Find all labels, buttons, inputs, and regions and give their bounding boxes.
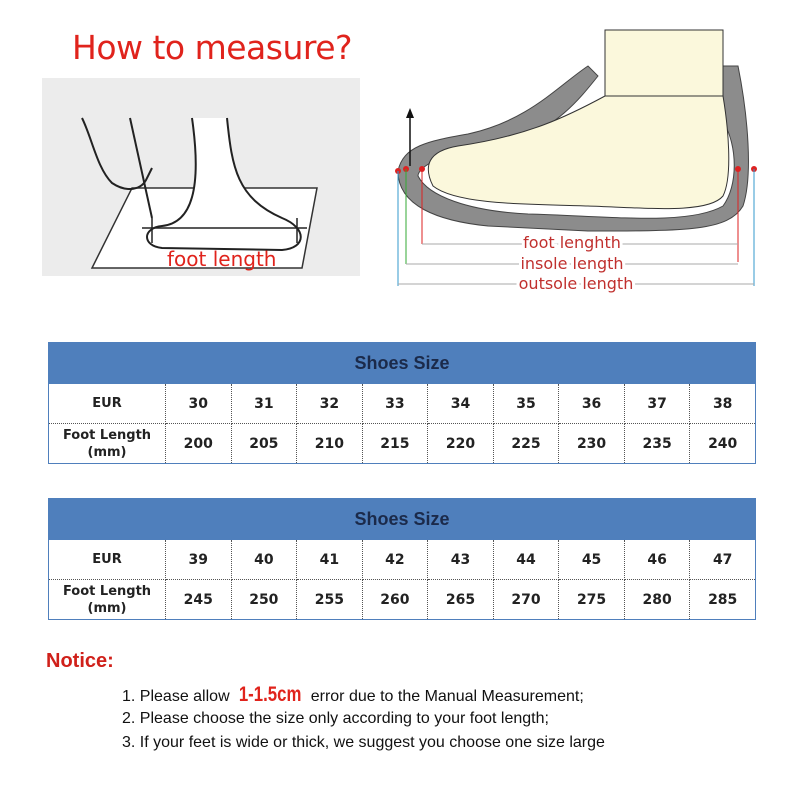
eur-size-cell: 38 xyxy=(689,383,756,424)
eur-row: EUR 30 31 32 33 34 35 36 37 38 xyxy=(48,383,756,424)
eur-size-cell: 41 xyxy=(296,539,363,580)
eur-size-cell: 43 xyxy=(427,539,494,580)
foot-length-cell: 205 xyxy=(230,423,298,464)
foot-length-cell: 260 xyxy=(361,579,429,620)
foot-length-row: Foot Length (mm) 245 250 255 260 265 270 275 280… xyxy=(48,579,756,620)
row-label: EUR xyxy=(48,539,166,580)
foot-measure-illustration: foot length xyxy=(42,78,360,276)
page-title: How to measure? xyxy=(72,28,353,67)
eur-row: EUR 39 40 41 42 43 44 45 46 47 xyxy=(48,539,756,580)
foot-length-label: foot length xyxy=(167,247,276,271)
eur-size-cell: 42 xyxy=(361,539,429,580)
foot-length-cell: 235 xyxy=(623,423,691,464)
table-header: Shoes Size xyxy=(48,342,756,384)
notice-line-3: 3. If your feet is wide or thick, we sug… xyxy=(122,734,605,751)
insole-length-label: insole length xyxy=(520,254,623,273)
size-table-1: Shoes Size EUR 30 31 32 33 34 35 36 37 38 Foot Le… xyxy=(48,342,756,464)
row-label: Foot Length (mm) xyxy=(48,579,166,620)
error-range-highlight: 1-1.5cm xyxy=(238,683,302,706)
eur-size-cell: 30 xyxy=(165,383,232,424)
eur-size-cell: 35 xyxy=(492,383,560,424)
eur-size-cell: 39 xyxy=(165,539,232,580)
foot-length-cell: 250 xyxy=(230,579,298,620)
foot-length-cell: 270 xyxy=(492,579,560,620)
eur-size-cell: 45 xyxy=(558,539,625,580)
foot-length-cell: 255 xyxy=(296,579,363,620)
foot-length-cell: 265 xyxy=(427,579,494,620)
foot-length-cell: 240 xyxy=(689,423,756,464)
foot-length-cell: 275 xyxy=(558,579,625,620)
eur-size-cell: 44 xyxy=(492,539,560,580)
foot-lenghth-label: foot lenghth xyxy=(523,233,621,252)
foot-length-cell: 280 xyxy=(623,579,691,620)
eur-size-cell: 31 xyxy=(230,383,298,424)
foot-length-cell: 210 xyxy=(296,423,363,464)
eur-size-cell: 36 xyxy=(558,383,625,424)
eur-size-cell: 40 xyxy=(230,539,298,580)
foot-length-cell: 245 xyxy=(165,579,232,620)
foot-length-cell: 225 xyxy=(492,423,560,464)
row-label: Foot Length (mm) xyxy=(48,423,166,464)
row-label: EUR xyxy=(48,383,166,424)
table-header: Shoes Size xyxy=(48,498,756,540)
eur-size-cell: 34 xyxy=(427,383,494,424)
shoe-measure-diagram: foot lenghth insole length outsole lengt… xyxy=(388,26,758,296)
foot-length-cell: 285 xyxy=(689,579,756,620)
eur-size-cell: 32 xyxy=(296,383,363,424)
notice-line-1: 1. Please allow 1-1.5cm error due to the… xyxy=(122,683,584,707)
eur-size-cell: 47 xyxy=(689,539,756,580)
notice-line-2: 2. Please choose the size only according… xyxy=(122,710,549,727)
foot-length-cell: 230 xyxy=(558,423,625,464)
size-table-2: Shoes Size EUR 39 40 41 42 43 44 45 46 47 Foot Le… xyxy=(48,498,756,620)
foot-length-cell: 215 xyxy=(361,423,429,464)
notice-line-1-post: error due to the Manual Measurement; xyxy=(306,688,584,705)
foot-length-cell: 200 xyxy=(165,423,232,464)
eur-size-cell: 46 xyxy=(623,539,691,580)
eur-size-cell: 37 xyxy=(623,383,691,424)
outsole-length-label: outsole length xyxy=(519,274,634,293)
foot-length-cell: 220 xyxy=(427,423,494,464)
eur-size-cell: 33 xyxy=(361,383,429,424)
notice-title: Notice: xyxy=(46,650,114,672)
notice-line-1-pre: 1. Please allow xyxy=(122,688,235,705)
foot-length-row: Foot Length (mm) 200 205 210 215 220 225 230 235… xyxy=(48,423,756,464)
